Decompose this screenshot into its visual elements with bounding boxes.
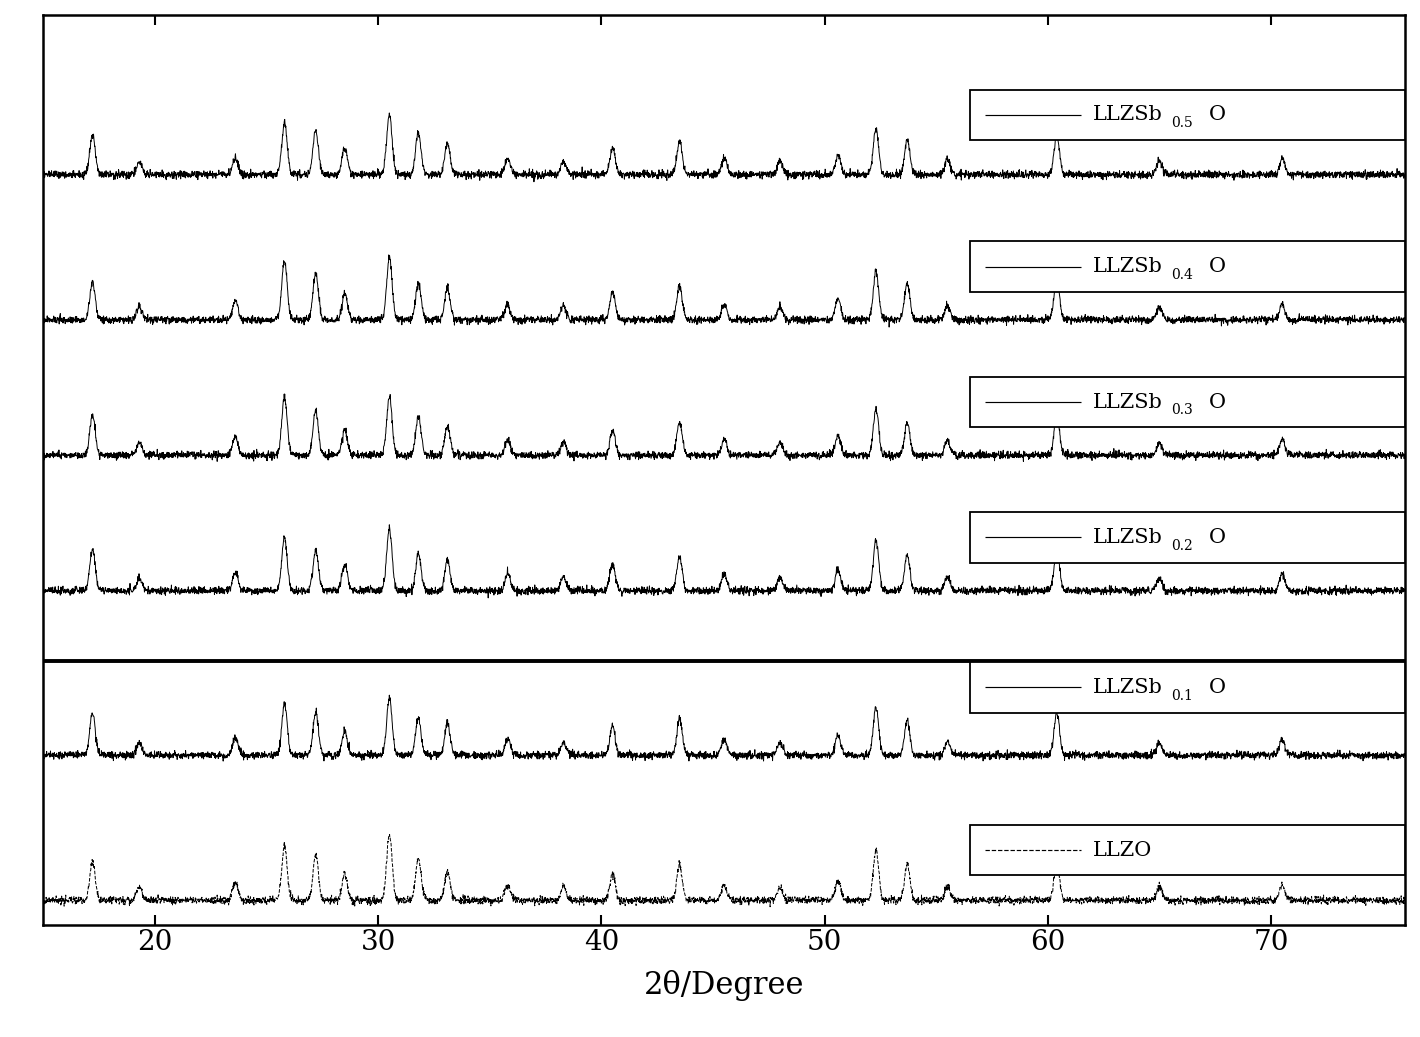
Text: LLZO: LLZO xyxy=(1092,841,1152,860)
Text: LLZSb: LLZSb xyxy=(1092,678,1162,697)
FancyBboxPatch shape xyxy=(970,663,1404,712)
Text: O: O xyxy=(1208,393,1225,412)
Text: 0.3: 0.3 xyxy=(1170,403,1193,417)
Text: LLZSb: LLZSb xyxy=(1092,393,1162,412)
Text: 0.2: 0.2 xyxy=(1170,538,1193,553)
FancyBboxPatch shape xyxy=(970,376,1404,427)
Text: LLZSb: LLZSb xyxy=(1092,528,1162,546)
Text: LLZSb: LLZSb xyxy=(1092,105,1162,124)
Text: O: O xyxy=(1208,105,1225,124)
Text: 0.1: 0.1 xyxy=(1170,689,1193,703)
Text: LLZSb: LLZSb xyxy=(1092,257,1162,276)
Text: O: O xyxy=(1208,257,1225,276)
FancyBboxPatch shape xyxy=(970,824,1404,875)
FancyBboxPatch shape xyxy=(970,242,1404,291)
Text: O: O xyxy=(1208,528,1225,546)
Text: O: O xyxy=(1208,678,1225,697)
Text: 0.4: 0.4 xyxy=(1170,268,1193,282)
Text: 0.5: 0.5 xyxy=(1170,116,1193,130)
FancyBboxPatch shape xyxy=(970,89,1404,140)
FancyBboxPatch shape xyxy=(970,512,1404,563)
X-axis label: 2θ/Degree: 2θ/Degree xyxy=(643,971,805,1002)
